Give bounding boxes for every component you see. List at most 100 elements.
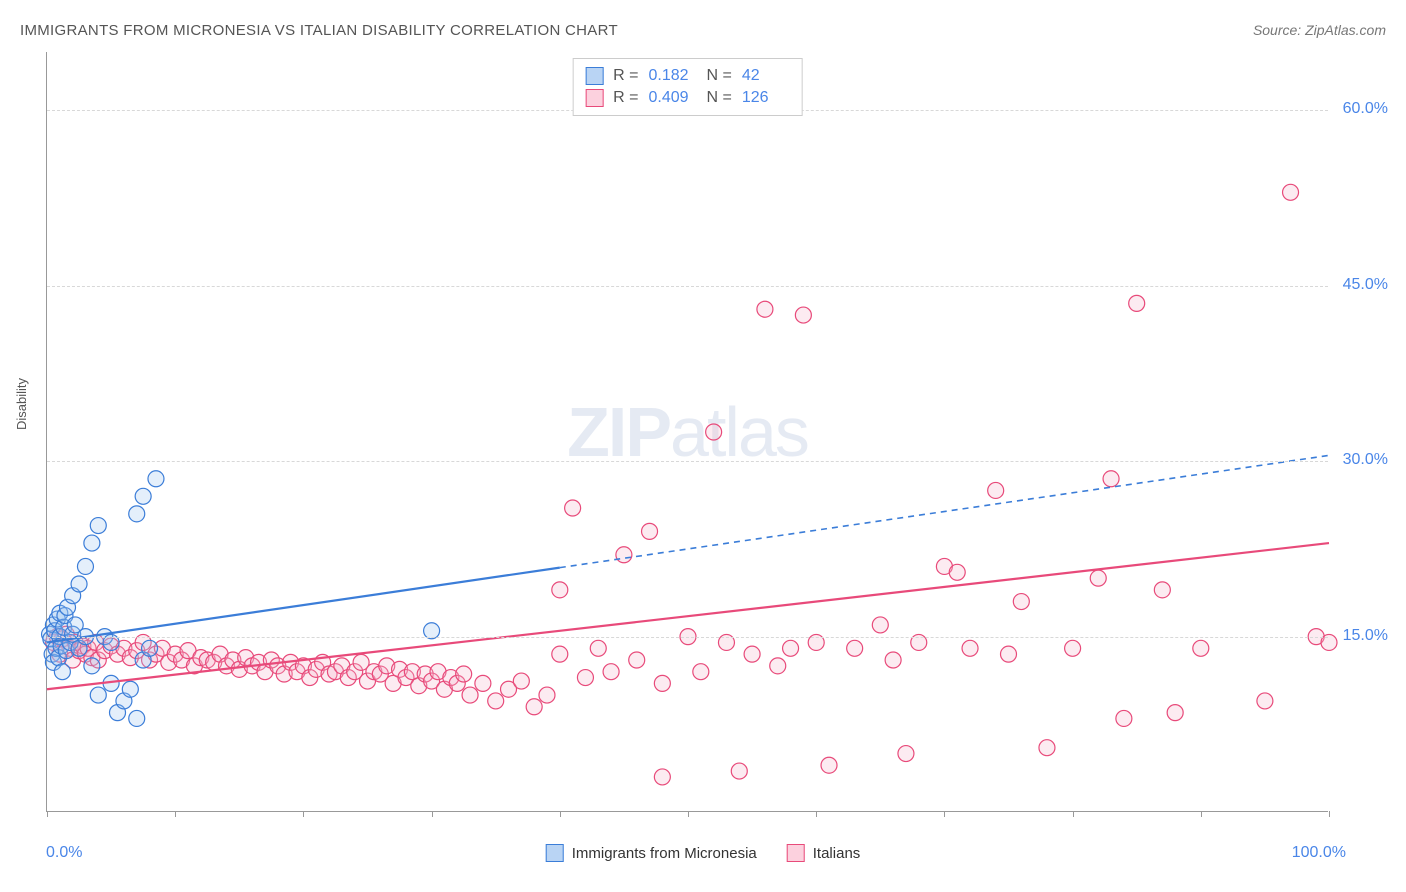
y-tick-label: 60.0% xyxy=(1343,100,1388,118)
data-point xyxy=(90,687,106,703)
data-point xyxy=(539,687,555,703)
data-point xyxy=(1001,646,1017,662)
regression-line-solid xyxy=(47,543,1329,689)
bottom-legend: Immigrants from Micronesia Italians xyxy=(546,844,861,862)
legend-swatch-italians xyxy=(787,844,805,862)
grid-line xyxy=(47,637,1328,638)
legend-item-micronesia: Immigrants from Micronesia xyxy=(546,844,757,862)
data-point xyxy=(84,535,100,551)
data-point xyxy=(148,471,164,487)
data-point xyxy=(526,699,542,715)
x-tick xyxy=(688,811,689,817)
data-point xyxy=(616,547,632,563)
data-point xyxy=(1039,740,1055,756)
plot-area: ZIPatlas R = 0.182 N = 42 R = 0.409 N = … xyxy=(46,52,1328,812)
legend-stats-row-italians: R = 0.409 N = 126 xyxy=(585,87,790,109)
regression-line-dashed xyxy=(560,455,1329,567)
data-point xyxy=(77,558,93,574)
data-point xyxy=(456,666,472,682)
data-point xyxy=(872,617,888,633)
data-point xyxy=(693,664,709,680)
data-point xyxy=(847,640,863,656)
data-point xyxy=(142,640,158,656)
data-point xyxy=(129,506,145,522)
data-point xyxy=(988,482,1004,498)
r-value-italians: 0.409 xyxy=(649,87,697,109)
legend-label-micronesia: Immigrants from Micronesia xyxy=(572,845,757,862)
data-point xyxy=(129,710,145,726)
n-label: N = xyxy=(707,65,732,87)
data-point xyxy=(84,658,100,674)
grid-line xyxy=(47,461,1328,462)
data-point xyxy=(731,763,747,779)
x-tick xyxy=(560,811,561,817)
data-point xyxy=(488,693,504,709)
data-point xyxy=(577,670,593,686)
n-label: N = xyxy=(707,87,732,109)
data-point xyxy=(1129,295,1145,311)
data-point xyxy=(962,640,978,656)
data-point xyxy=(1257,693,1273,709)
data-point xyxy=(590,640,606,656)
regression-line-solid xyxy=(47,568,560,643)
data-point xyxy=(565,500,581,516)
y-tick-label: 15.0% xyxy=(1343,627,1388,645)
r-label: R = xyxy=(613,65,638,87)
y-tick-label: 45.0% xyxy=(1343,276,1388,294)
data-point xyxy=(552,646,568,662)
data-point xyxy=(122,681,138,697)
x-tick xyxy=(1329,811,1330,817)
x-tick xyxy=(432,811,433,817)
x-tick xyxy=(47,811,48,817)
data-point xyxy=(90,518,106,534)
chart-title: IMMIGRANTS FROM MICRONESIA VS ITALIAN DI… xyxy=(20,22,618,39)
chart-container: IMMIGRANTS FROM MICRONESIA VS ITALIAN DI… xyxy=(0,0,1406,892)
data-point xyxy=(783,640,799,656)
x-tick xyxy=(1073,811,1074,817)
data-point xyxy=(654,769,670,785)
data-point xyxy=(795,307,811,323)
data-point xyxy=(71,576,87,592)
data-point xyxy=(54,664,70,680)
data-point xyxy=(552,582,568,598)
data-point xyxy=(642,523,658,539)
n-value-micronesia: 42 xyxy=(742,65,790,87)
data-point xyxy=(821,757,837,773)
data-point xyxy=(135,488,151,504)
x-tick xyxy=(944,811,945,817)
y-axis-label: Disability xyxy=(14,378,29,430)
data-point xyxy=(706,424,722,440)
legend-stats-row-micronesia: R = 0.182 N = 42 xyxy=(585,65,790,87)
data-point xyxy=(475,675,491,691)
data-point xyxy=(1090,570,1106,586)
data-point xyxy=(1116,710,1132,726)
x-tick xyxy=(175,811,176,817)
data-point xyxy=(629,652,645,668)
x-axis-min-label: 0.0% xyxy=(46,844,82,862)
x-axis-max-label: 100.0% xyxy=(1292,844,1346,862)
legend-label-italians: Italians xyxy=(813,845,861,862)
data-point xyxy=(770,658,786,674)
swatch-italians xyxy=(585,89,603,107)
plot-svg xyxy=(47,52,1328,811)
data-point xyxy=(1065,640,1081,656)
data-point xyxy=(744,646,760,662)
x-tick xyxy=(303,811,304,817)
x-tick xyxy=(816,811,817,817)
grid-line xyxy=(47,286,1328,287)
data-point xyxy=(757,301,773,317)
swatch-micronesia xyxy=(585,67,603,85)
data-point xyxy=(513,673,529,689)
data-point xyxy=(1283,184,1299,200)
data-point xyxy=(1013,594,1029,610)
x-tick xyxy=(1201,811,1202,817)
n-value-italians: 126 xyxy=(742,87,790,109)
source-attribution: Source: ZipAtlas.com xyxy=(1253,22,1386,38)
r-value-micronesia: 0.182 xyxy=(649,65,697,87)
data-point xyxy=(898,746,914,762)
data-point xyxy=(885,652,901,668)
data-point xyxy=(462,687,478,703)
data-point xyxy=(654,675,670,691)
legend-item-italians: Italians xyxy=(787,844,861,862)
y-tick-label: 30.0% xyxy=(1343,451,1388,469)
